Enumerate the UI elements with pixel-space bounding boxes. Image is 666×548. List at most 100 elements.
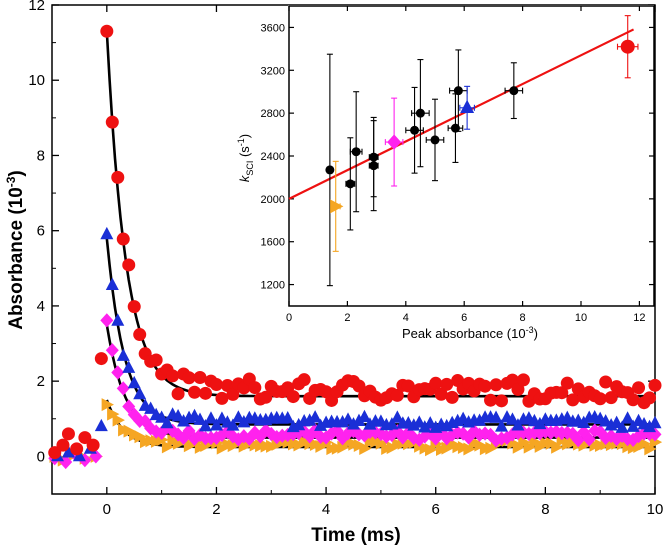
inset-fit-line [288, 28, 635, 200]
main-x-tick-label: 4 [322, 501, 330, 518]
data-point-blue [385, 417, 399, 430]
main-x-tick-label: 8 [541, 501, 549, 518]
data-point-blue [347, 417, 360, 430]
data-point-magenta [166, 423, 180, 439]
data-point-red [188, 385, 202, 399]
inset-data-point [415, 108, 425, 118]
data-point-orange [551, 440, 564, 454]
data-point-magenta [59, 454, 73, 470]
data-point-blue [100, 226, 114, 240]
data-point-blue [643, 419, 657, 433]
main-y-tick-label: 0 [37, 448, 45, 465]
main-y-tick-label: 4 [37, 298, 45, 315]
data-point-red [166, 369, 180, 383]
data-point-red [182, 371, 196, 385]
data-point-red [297, 373, 311, 387]
data-point-magenta [253, 429, 267, 444]
inset-y-tick-label: 1600 [261, 237, 285, 249]
data-point-magenta [484, 427, 498, 443]
data-point-red [495, 394, 509, 408]
data-point-red [566, 393, 580, 407]
data-point-red [599, 375, 613, 389]
inset-x-axis-label: Peak absorbance (10-3) [402, 325, 538, 341]
data-point-blue [648, 415, 662, 429]
data-point-red [489, 378, 503, 392]
main-y-tick-label: 6 [37, 223, 45, 240]
data-point-red [286, 390, 300, 404]
data-point-blue [505, 412, 519, 425]
data-point-blue [160, 415, 174, 429]
data-point-blue [308, 410, 322, 423]
data-point-red [133, 328, 147, 342]
data-point-orange [112, 413, 125, 427]
data-point-blue [226, 418, 240, 431]
data-point-red [116, 232, 130, 246]
main-x-axis-label: Time (ms) [311, 525, 400, 546]
data-point-magenta [522, 426, 536, 442]
data-point-red [105, 115, 119, 129]
data-point-magenta [379, 429, 393, 444]
data-point-red [259, 390, 273, 404]
data-point-red [352, 379, 366, 393]
inset-x-tick-label: 6 [461, 312, 467, 324]
data-point-magenta [149, 424, 163, 439]
inset-x-tick-label: 2 [344, 312, 350, 324]
data-point-orange [101, 398, 114, 412]
data-point-magenta [445, 427, 459, 442]
data-point-blue [177, 414, 191, 427]
data-point-red [215, 391, 229, 405]
data-point-magenta [599, 430, 613, 446]
inset-data-point [450, 123, 460, 133]
data-point-blue [292, 417, 306, 431]
data-point-red [127, 300, 141, 314]
data-point-red [593, 392, 607, 406]
data-point-magenta [632, 428, 646, 444]
data-point-blue [281, 411, 295, 424]
data-point-red [78, 431, 92, 445]
data-point-red [94, 352, 108, 366]
data-point-blue [489, 410, 503, 423]
data-point-red [226, 387, 240, 401]
data-point-blue [390, 410, 404, 423]
inset-x-tick-label: 8 [520, 312, 526, 324]
data-point-red [86, 438, 100, 452]
main-x-tick-label: 6 [432, 501, 440, 518]
data-point-blue [127, 375, 141, 389]
data-point-blue [495, 419, 509, 432]
main-x-tick-label: 0 [103, 501, 111, 518]
inset-y-tick-label: 1200 [261, 280, 285, 292]
data-point-blue [363, 417, 377, 430]
data-point-red [248, 381, 262, 395]
data-point-magenta [116, 381, 130, 396]
data-point-red [648, 378, 662, 392]
data-point-red [390, 388, 404, 402]
inset-background [288, 5, 654, 307]
data-point-blue [473, 413, 487, 426]
inset-y-tick-label: 2000 [261, 194, 285, 206]
data-point-blue [418, 420, 432, 433]
data-point-red [193, 370, 207, 384]
inset-data-point [387, 134, 402, 150]
data-point-blue [111, 313, 125, 326]
inset-data-point [509, 86, 519, 96]
data-point-red [56, 438, 70, 452]
data-point-blue [155, 410, 169, 423]
data-point-blue [122, 360, 136, 373]
inset-data-point [453, 86, 463, 96]
data-point-red [429, 376, 443, 390]
main-y-tick-label: 2 [37, 373, 45, 390]
inset-x-tick-label: 0 [286, 312, 292, 324]
data-point-blue [116, 348, 130, 361]
data-point-red [555, 386, 569, 400]
inset-data-point [325, 165, 335, 175]
main-x-tick-label: 2 [212, 501, 220, 518]
data-point-red [632, 381, 646, 395]
data-point-red [149, 353, 163, 367]
data-point-red [626, 393, 640, 407]
data-point-magenta [105, 343, 119, 358]
data-point-orange [644, 442, 657, 456]
inset-data-points [325, 15, 639, 287]
data-point-red [61, 427, 75, 441]
data-point-red [511, 382, 525, 396]
